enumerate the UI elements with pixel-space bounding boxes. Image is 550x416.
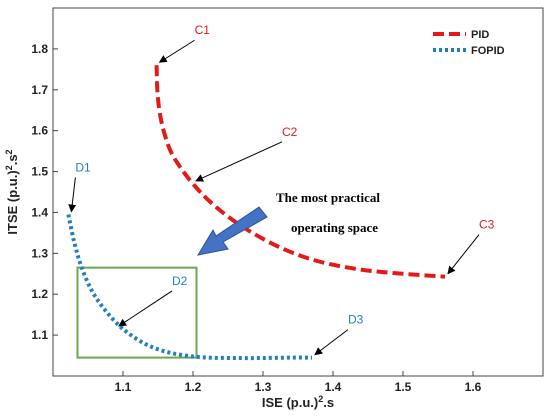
y-axis-label: ITSE (p.u.)2.s2 <box>4 149 20 234</box>
y-tick-label: 1.5 <box>31 165 48 179</box>
y-tick-label: 1.2 <box>31 287 48 301</box>
annotation-line-2: operating space <box>291 220 378 235</box>
x-tick-label: 1.2 <box>185 380 202 394</box>
point-arrow-d1 <box>68 177 77 213</box>
legend-fopid-label: FOPID <box>471 45 505 57</box>
y-axis-label-sup1: 2 <box>4 165 14 170</box>
point-annotations: C1 C2 C3 D1 D2 D3 <box>68 23 495 356</box>
practical-region-box <box>76 266 198 359</box>
y-tick-label: 1.7 <box>31 83 48 97</box>
x-tick-label: 1.1 <box>115 380 132 394</box>
point-arrow-c2 <box>195 141 283 182</box>
x-axis-label-main: ISE (p.u.) <box>262 395 318 410</box>
point-arrow-c3 <box>447 234 480 275</box>
annotation-line-1: The most practical <box>276 190 380 205</box>
x-axis-ticks: 1.1 1.2 1.3 1.4 1.5 1.6 <box>115 371 482 394</box>
point-label-d2: D2 <box>172 274 188 288</box>
x-tick-label: 1.4 <box>325 380 342 394</box>
legend: PID FOPID <box>433 29 505 57</box>
point-label-c3: C3 <box>479 218 495 232</box>
big-blue-arrow <box>196 206 268 256</box>
y-tick-label: 1.1 <box>31 328 48 342</box>
point-label-c1: C1 <box>195 23 211 37</box>
plot-area <box>52 7 544 377</box>
point-arrow-d2 <box>118 290 173 327</box>
point-arrow-d3 <box>314 329 349 356</box>
y-axis-label-main: ITSE (p.u.) <box>5 170 20 234</box>
point-arrow-c1 <box>158 39 195 63</box>
y-axis-label-sup2: 2 <box>4 149 14 154</box>
x-axis-label-sup: 2 <box>318 394 323 404</box>
y-tick-label: 1.8 <box>31 42 48 56</box>
y-axis-ticks: 1.1 1.2 1.3 1.4 1.5 1.6 1.7 1.8 <box>31 42 58 342</box>
series-fopid-line <box>66 214 313 361</box>
point-label-c2: C2 <box>282 125 298 139</box>
x-tick-label: 1.3 <box>255 380 272 394</box>
y-tick-label: 1.6 <box>31 124 48 138</box>
y-tick-label: 1.3 <box>31 246 48 260</box>
x-axis-label-tail: .s <box>323 395 334 410</box>
legend-pid-label: PID <box>471 29 489 41</box>
x-tick-label: 1.6 <box>465 380 482 394</box>
y-tick-label: 1.4 <box>31 205 48 219</box>
x-tick-label: 1.5 <box>395 380 412 394</box>
y-axis-label-mid: .s <box>5 154 20 165</box>
series-pid-line <box>154 65 446 279</box>
x-axis-label: ISE (p.u.)2.s <box>262 394 334 410</box>
point-label-d1: D1 <box>75 160 91 174</box>
point-label-d3: D3 <box>348 313 364 327</box>
